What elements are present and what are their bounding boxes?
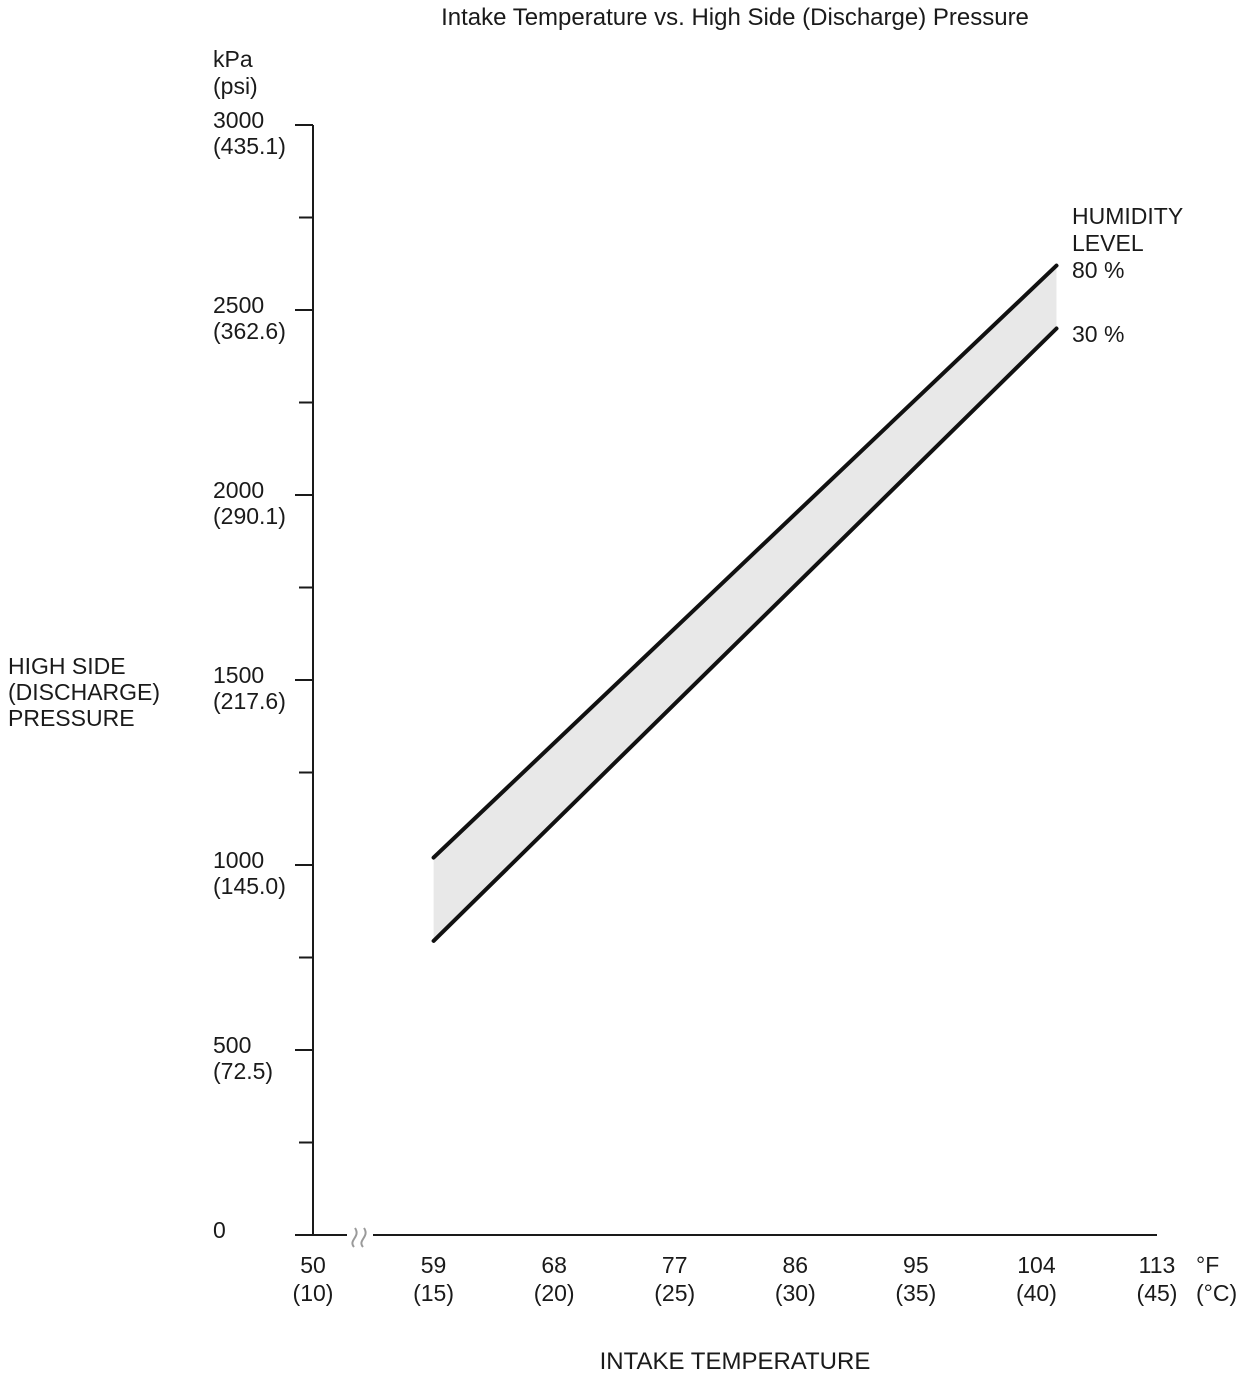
legend-label-30-percent: 30 % xyxy=(1072,321,1125,347)
chart-title: Intake Temperature vs. High Side (Discha… xyxy=(441,4,1029,31)
x-axis-unit-c: (°C) xyxy=(1196,1280,1237,1306)
y-axis-title-line-3: PRESSURE xyxy=(8,705,135,731)
x-tick-label-f: 86 xyxy=(782,1252,808,1278)
y-axis-title-line-2: (DISCHARGE) xyxy=(8,679,161,705)
y-tick-label-psi: (217.6) xyxy=(213,688,286,714)
x-tick-label-c: (30) xyxy=(775,1280,816,1306)
x-tick-label-f: 95 xyxy=(903,1252,929,1278)
x-tick-label-f: 50 xyxy=(300,1252,326,1278)
y-tick-label-kpa: 2000 xyxy=(213,477,264,503)
humidity-band xyxy=(433,265,1057,941)
x-tick-label-c: (15) xyxy=(413,1280,454,1306)
y-axis-title: HIGH SIDE (DISCHARGE) PRESSURE xyxy=(8,653,160,731)
x-tick-label-c: (20) xyxy=(534,1280,575,1306)
x-tick-label-c: (25) xyxy=(654,1280,695,1306)
x-tick-label-f: 68 xyxy=(541,1252,567,1278)
y-axis-unit: kPa (psi) xyxy=(213,46,258,100)
y-axis-ticks: 3000(435.1) 2500(362.6) 2000(290.1) 1500(21… xyxy=(213,107,313,1243)
y-tick-label-kpa: 3000 xyxy=(213,107,264,133)
x-tick-label-f: 59 xyxy=(421,1252,447,1278)
x-tick-label-c: (45) xyxy=(1137,1280,1178,1306)
y-tick-label-psi: (72.5) xyxy=(213,1058,273,1084)
x-tick-label-f: 113 xyxy=(1139,1252,1176,1278)
legend-title-line-2: LEVEL xyxy=(1072,230,1144,256)
x-tick-label-c: (10) xyxy=(293,1280,334,1306)
y-tick-label-psi: (145.0) xyxy=(213,873,286,899)
y-tick-label-kpa: 1000 xyxy=(213,847,264,873)
x-tick-label-c: (40) xyxy=(1016,1280,1057,1306)
y-axis-unit-kpa: kPa xyxy=(213,46,253,72)
y-tick-label-psi: (362.6) xyxy=(213,318,286,344)
x-tick-label-c: (35) xyxy=(895,1280,936,1306)
y-axis-unit-psi: (psi) xyxy=(213,73,258,99)
y-tick-label-psi: (290.1) xyxy=(213,503,286,529)
axis-break-gap xyxy=(347,1225,373,1245)
series-line-80-percent xyxy=(431,263,1059,860)
x-tick-label-f: 77 xyxy=(662,1252,688,1278)
y-axis-title-line-1: HIGH SIDE xyxy=(8,653,126,679)
x-axis-unit-f: °F xyxy=(1196,1252,1219,1278)
y-tick-label-kpa: 1500 xyxy=(213,662,264,688)
axis-break-squiggle-2 xyxy=(360,1227,367,1248)
legend-title-line-1: HUMIDITY xyxy=(1072,203,1184,229)
y-tick-label-kpa: 2500 xyxy=(213,292,264,318)
series-line-30-percent xyxy=(431,326,1059,943)
y-tick-label-kpa: 500 xyxy=(213,1032,251,1058)
x-axis-title: INTAKE TEMPERATURE xyxy=(599,1348,871,1375)
x-axis-tick-labels: 50(10)59(15)68(20)77(25)86(30)95(35)104(… xyxy=(293,1252,1178,1306)
legend-label-80-percent: 80 % xyxy=(1072,257,1125,283)
legend-title: HUMIDITY LEVEL xyxy=(1072,203,1183,257)
axis-break-squiggle-1 xyxy=(351,1227,358,1248)
y-tick-label-psi: (435.1) xyxy=(213,133,286,159)
x-tick-label-f: 104 xyxy=(1017,1252,1056,1278)
y-tick-label-kpa: 0 xyxy=(213,1217,226,1243)
axis-break-icon xyxy=(347,1225,373,1248)
